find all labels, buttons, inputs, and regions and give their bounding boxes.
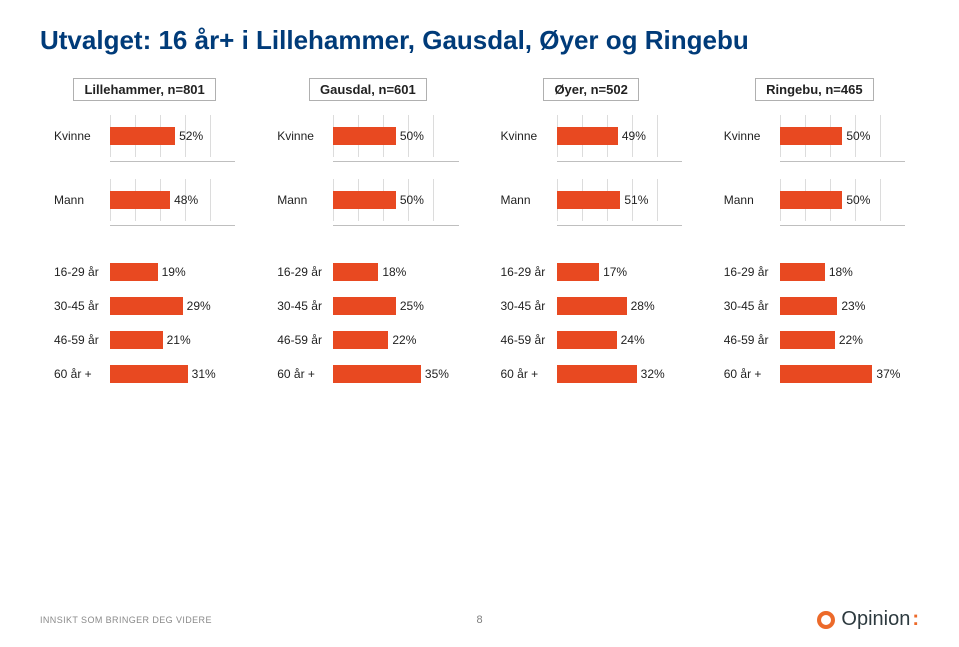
bar-label: 46-59 år xyxy=(54,333,110,347)
logo-colon-icon: : xyxy=(912,608,919,631)
bar-label: Kvinne xyxy=(501,129,557,143)
bar: 60 år + 35% xyxy=(277,361,458,387)
bar-label: 46-59 år xyxy=(277,333,333,347)
bar: 30-45 år 29% xyxy=(54,293,235,319)
bar: Kvinne 52% xyxy=(54,123,235,149)
bar: Kvinne 49% xyxy=(501,123,682,149)
bar-label: Mann xyxy=(277,193,333,207)
bar-value: 21% xyxy=(163,333,191,347)
bar-value: 18% xyxy=(825,265,853,279)
bar: Mann 51% xyxy=(501,187,682,213)
brand-logo: Opinion : xyxy=(817,608,919,631)
bar-value: 51% xyxy=(620,193,648,207)
bar-value: 22% xyxy=(835,333,863,347)
bar-label: Mann xyxy=(54,193,110,207)
bar: Mann 48% xyxy=(54,187,235,213)
bar-label: 30-45 år xyxy=(724,299,780,313)
bar-label: Kvinne xyxy=(277,129,333,143)
bar-label: 16-29 år xyxy=(54,265,110,279)
column-header: Gausdal, n=601 xyxy=(309,78,427,101)
bar-label: Kvinne xyxy=(54,129,110,143)
bar-label: Kvinne xyxy=(724,129,780,143)
page-title: Utvalget: 16 år+ i Lillehammer, Gausdal,… xyxy=(40,26,761,56)
bar: 30-45 år 28% xyxy=(501,293,682,319)
bar-value: 37% xyxy=(872,367,900,381)
page-number: 8 xyxy=(476,614,482,626)
bar-label: 46-59 år xyxy=(724,333,780,347)
bar: Kvinne 50% xyxy=(277,123,458,149)
bar: 60 år + 37% xyxy=(724,361,905,387)
bar-label: 30-45 år xyxy=(501,299,557,313)
bar-label: 16-29 år xyxy=(501,265,557,279)
bar: Mann 50% xyxy=(277,187,458,213)
column-header: Ringebu, n=465 xyxy=(755,78,873,101)
bar: 60 år + 31% xyxy=(54,361,235,387)
bar-label: 16-29 år xyxy=(724,265,780,279)
bar: 46-59 år 24% xyxy=(501,327,682,353)
bar-value: 28% xyxy=(627,299,655,313)
bar-value: 25% xyxy=(396,299,424,313)
bar-value: 50% xyxy=(842,129,870,143)
bar-label: 16-29 år xyxy=(277,265,333,279)
bar-value: 19% xyxy=(158,265,186,279)
bar-value: 50% xyxy=(842,193,870,207)
column-header: Øyer, n=502 xyxy=(543,78,638,101)
bar-value: 32% xyxy=(637,367,665,381)
bar: Mann 50% xyxy=(724,187,905,213)
bar-value: 18% xyxy=(378,265,406,279)
bar-value: 17% xyxy=(599,265,627,279)
footer-tagline: INNSIKT SOM BRINGER DEG VIDERE xyxy=(40,615,212,625)
bar-value: 50% xyxy=(396,193,424,207)
bar-value: 29% xyxy=(183,299,211,313)
bar: 30-45 år 23% xyxy=(724,293,905,319)
bar-label: 30-45 år xyxy=(277,299,333,313)
bar-value: 23% xyxy=(837,299,865,313)
bar-value: 31% xyxy=(188,367,216,381)
bar-label: Mann xyxy=(724,193,780,207)
bar: 46-59 år 22% xyxy=(277,327,458,353)
bar: 46-59 år 22% xyxy=(724,327,905,353)
bar-value: 50% xyxy=(396,129,424,143)
bar: 30-45 år 25% xyxy=(277,293,458,319)
logo-icon xyxy=(817,611,835,629)
bar-value: 52% xyxy=(175,129,203,143)
bar: 16-29 år 18% xyxy=(277,259,458,285)
bar-value: 48% xyxy=(170,193,198,207)
bar: 16-29 år 19% xyxy=(54,259,235,285)
column-header: Lillehammer, n=801 xyxy=(73,78,215,101)
bar-label: Mann xyxy=(501,193,557,207)
bar: Kvinne 50% xyxy=(724,123,905,149)
bar-value: 49% xyxy=(618,129,646,143)
bar-label: 60 år + xyxy=(724,367,780,381)
bar-label: 60 år + xyxy=(277,367,333,381)
bar-label: 30-45 år xyxy=(54,299,110,313)
brand-name: Opinion xyxy=(841,608,910,631)
bar: 16-29 år 17% xyxy=(501,259,682,285)
bar: 46-59 år 21% xyxy=(54,327,235,353)
bar-label: 46-59 år xyxy=(501,333,557,347)
bar: 60 år + 32% xyxy=(501,361,682,387)
bar-value: 35% xyxy=(421,367,449,381)
bar-label: 60 år + xyxy=(54,367,110,381)
bar-value: 22% xyxy=(388,333,416,347)
bar-label: 60 år + xyxy=(501,367,557,381)
bar-value: 24% xyxy=(617,333,645,347)
bar: 16-29 år 18% xyxy=(724,259,905,285)
